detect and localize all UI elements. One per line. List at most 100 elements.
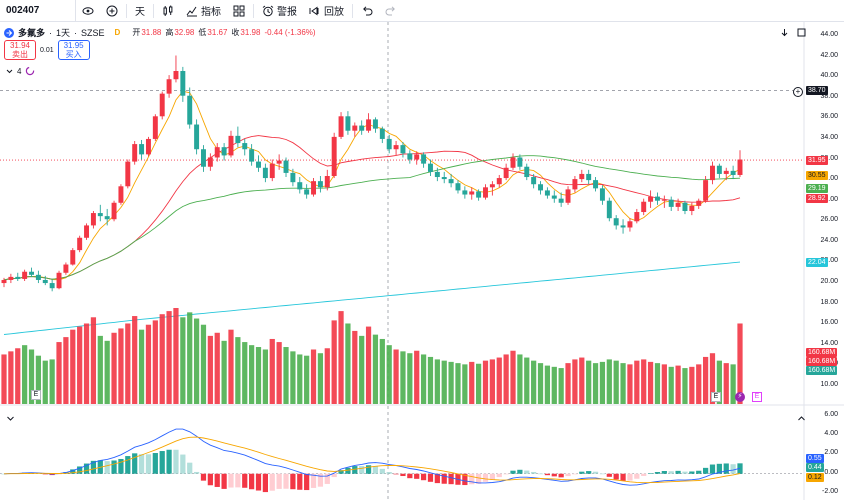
macd-histogram-bar [565,473,571,477]
macd-histogram-bar [283,473,289,489]
sell-button[interactable]: 31.94 卖出 [4,40,36,60]
candle-body [201,149,206,167]
macd-histogram-bar [187,462,193,474]
macd-collapse[interactable] [6,410,15,428]
high-label: 高 [165,28,174,37]
add-alert-plus-icon[interactable]: + [793,87,803,97]
arrow-down-icon[interactable] [780,28,789,37]
volume-bar [531,360,537,404]
volume-bar [1,354,7,404]
candles-icon [163,5,173,16]
candle-body [276,160,282,164]
buy-button[interactable]: 31.95 买入 [57,40,90,60]
candle-body [414,154,420,160]
candle-body [97,213,103,217]
volume-bar [276,342,282,404]
candle-body [297,182,303,190]
candle-body [648,196,654,202]
price-chart[interactable] [0,22,844,500]
close-value: 31.98 [240,28,261,37]
candle-body [139,144,145,155]
legend-sep: · [74,27,78,38]
macd-histogram-bar [434,473,440,484]
candle-body [338,116,344,137]
price-tick: 24.00 [820,236,838,244]
chart-type-button[interactable] [156,0,180,22]
candle-body [90,213,96,226]
compare-button[interactable] [100,0,124,22]
candle-body [661,199,667,201]
volume-bar [709,353,716,404]
macd-value-label: 0.44 [806,463,824,472]
candle-body [194,124,200,150]
watch-button[interactable] [76,0,100,22]
macd-value-label: 0.55 [806,454,824,463]
chevron-up-icon[interactable] [797,414,806,423]
macd-histogram-bar [414,473,420,479]
undo-button[interactable] [355,0,379,22]
candle-body [599,188,605,201]
replay-button[interactable]: 回放 [303,0,350,22]
macd-tick: 4.00 [824,430,838,438]
volume-bar [269,338,275,404]
candle-body [187,95,193,125]
macd-histogram-bar [173,449,179,474]
divider [126,3,127,18]
volume-bar [572,359,578,404]
candle-body [716,165,722,174]
candle-body [558,198,564,203]
redo-button[interactable] [379,0,403,22]
volume-bar [393,349,399,404]
candle-body [620,225,626,228]
candle-body [70,250,76,265]
layout-button[interactable] [227,0,251,22]
indicators-button[interactable]: 指标 [180,0,227,22]
divider [253,3,254,18]
symbol-search[interactable]: 002407 [0,0,76,22]
volume-bar [200,324,207,404]
trade-buttons: 31.94 卖出 0.01 31.95 买入 [4,40,90,60]
indicators-toggle[interactable]: 4 [6,66,35,76]
candle-body [173,71,179,80]
volume-bar [702,356,709,404]
price-tick: 36.00 [820,113,838,121]
candle-body [496,178,502,185]
volume-bar [634,360,640,404]
macd-histogram-bar [448,473,454,485]
macd-histogram-bar [689,471,695,474]
high-value: 32.98 [174,28,195,37]
maximize-icon[interactable] [797,28,806,37]
volume-bar [15,348,21,404]
macd-tick: 0.00 [824,468,838,476]
candle-body [214,147,220,158]
dividend-lightning-icon[interactable]: ⚡ [735,392,745,402]
interval-button[interactable]: 天 [129,0,151,22]
candle-body [372,119,378,129]
earnings-marker[interactable]: E [711,392,721,402]
candle-body [606,200,612,219]
volume-bar [22,345,28,404]
price-tick: 16.00 [820,319,838,327]
volume-bar [489,359,495,404]
volume-bar [613,360,619,404]
candle-body [703,180,709,201]
volume-bar [379,338,385,404]
earnings-marker[interactable]: E [31,390,41,400]
candle-body [111,202,117,220]
symbol-logo-icon [4,27,14,38]
alert-button[interactable]: 警报 [256,0,303,22]
top-toolbar: 002407 天 指标 警报 回放 [0,0,844,22]
volume-bar [77,326,83,404]
volume-bar [262,349,268,404]
volume-bars [1,308,743,404]
candle-body [675,202,681,207]
volume-bar [400,351,406,404]
candle-body [730,170,736,175]
alarm-clock-icon [262,5,274,16]
future-earnings-marker[interactable]: E [752,392,762,402]
candle-body [145,138,151,155]
volume-bar [145,324,152,404]
legend-exchange: SZSE [81,27,105,38]
candle-body [35,274,41,280]
low-label: 低 [198,28,207,37]
